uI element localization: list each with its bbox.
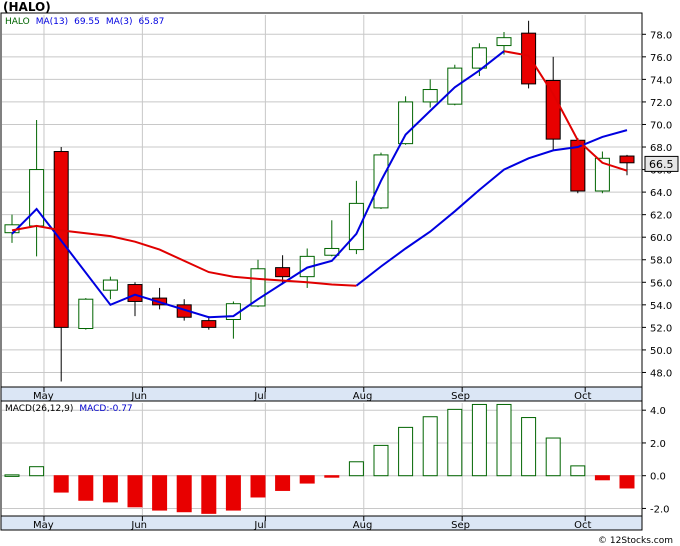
macd-bar [545,437,561,477]
macd-month-band [0,515,643,531]
macd-bars [4,403,635,514]
price-tick-label: 58.0 [650,256,672,267]
price-tick-label: 52.0 [650,323,672,334]
macd-month-label: Sep [451,520,470,531]
price-legend-item: 69.55 [74,17,100,27]
price-tick-label: 74.0 [650,75,672,86]
price-tick-label: 70.0 [650,120,672,131]
price-month-labels: May Jun Jul Aug Sep Oct [33,387,592,402]
candle [619,154,635,176]
macd-bar [422,416,438,477]
last-price-badge: 66.5 [644,155,679,172]
candle [398,96,414,145]
price-month-label: Jul [253,391,266,402]
price-gridlines [2,15,641,386]
macd-month-label: Oct [574,520,591,531]
macd-month-labels: May Jun Jul Aug Sep Oct [33,516,592,531]
price-tick-label: 54.0 [650,301,672,312]
price-tick-label: 78.0 [650,30,672,41]
macd-bar [201,475,217,514]
price-tick-label: 68.0 [650,143,672,154]
last-price-label: 66.5 [649,158,674,171]
candle [127,282,143,317]
macd-bar [373,444,389,477]
macd-bar [521,417,537,477]
price-candles [4,20,635,382]
price-month-label: May [33,391,54,402]
macd-bar [78,475,94,501]
ma-fast-line [11,50,505,319]
macd-legend-item: MACD:-0.77 [79,404,132,414]
macd-tick-label: 0.0 [650,472,666,483]
price-tick-label: 60.0 [650,233,672,244]
macd-bar [299,475,315,484]
ticker-title: (HALO) [3,0,51,14]
price-tick-label: 76.0 [650,53,672,64]
candle [422,79,438,108]
macd-tick-label: -2.0 [650,504,670,515]
macd-bar [324,475,340,478]
macd-tick-label: 2.0 [650,439,666,450]
price-legend-item: MA(13) [36,17,68,27]
macd-bar [275,475,291,491]
price-month-label: Jun [130,391,147,402]
macd-bar [53,475,69,493]
macd-bar [496,403,512,477]
macd-bar [398,426,414,477]
macd-bar [225,475,241,511]
price-tick-label: 62.0 [650,211,672,222]
candle [78,298,94,330]
price-legend: HALO MA(13) 69.55 MA(3) 65.87 [5,17,164,27]
candle [471,43,487,76]
price-month-label: Oct [574,391,591,402]
candle [594,151,610,194]
price-month-label: Sep [451,391,470,402]
macd-bar [594,475,610,481]
price-month-band [0,386,643,402]
ma-slow-tail-line [503,50,628,172]
macd-bar [471,403,487,477]
macd-bar [127,475,143,508]
price-legend-item: 65.87 [139,17,165,27]
credit-text: © 12Stocks.com [598,536,673,546]
price-legend-item: MA(3) [106,17,133,27]
candle [496,32,512,55]
macd-month-label: Aug [353,520,373,531]
macd-month-label: Jun [130,520,147,531]
macd-tick-label: 4.0 [650,406,666,417]
macd-bar [152,475,168,511]
macd-bar [250,475,266,498]
price-tick-label: 48.0 [650,368,672,379]
price-tick-label: 72.0 [650,98,672,109]
macd-bar [447,408,463,477]
price-tick-label: 56.0 [650,278,672,289]
price-panel-frame [0,12,643,388]
price-tick-label: 50.0 [650,346,672,357]
macd-month-label: Jul [253,520,266,531]
macd-axis-ticks: 4.0 2.0 0.0 -2.0 [642,406,670,515]
macd-bar [570,465,586,477]
price-tick-label: 64.0 [650,188,672,199]
candle [521,20,537,89]
macd-bar [29,466,45,477]
macd-legend: MACD(26,12,9) MACD:-0.77 [5,404,133,414]
macd-month-label: May [33,520,54,531]
macd-bar [4,474,20,477]
macd-legend-item: MACD(26,12,9) [5,404,73,414]
macd-bar [102,475,118,503]
candle [201,316,217,330]
macd-bar [619,475,635,489]
candle [570,138,586,194]
macd-panel: May Jun Jul Aug Sep Oct 4.0 2.0 0.0 -2.0 MACD(26… [0,400,670,531]
price-panel: May Jun Jul Aug Sep Oct 48.0 50.0 52.0 54.0 56.0 5… [0,0,679,402]
candle [545,56,561,151]
macd-bar [348,461,364,477]
price-month-label: Aug [353,391,373,402]
macd-bar [176,475,192,513]
price-legend-item: HALO [5,17,30,27]
ma-red-line [11,224,357,287]
candle [102,276,118,300]
